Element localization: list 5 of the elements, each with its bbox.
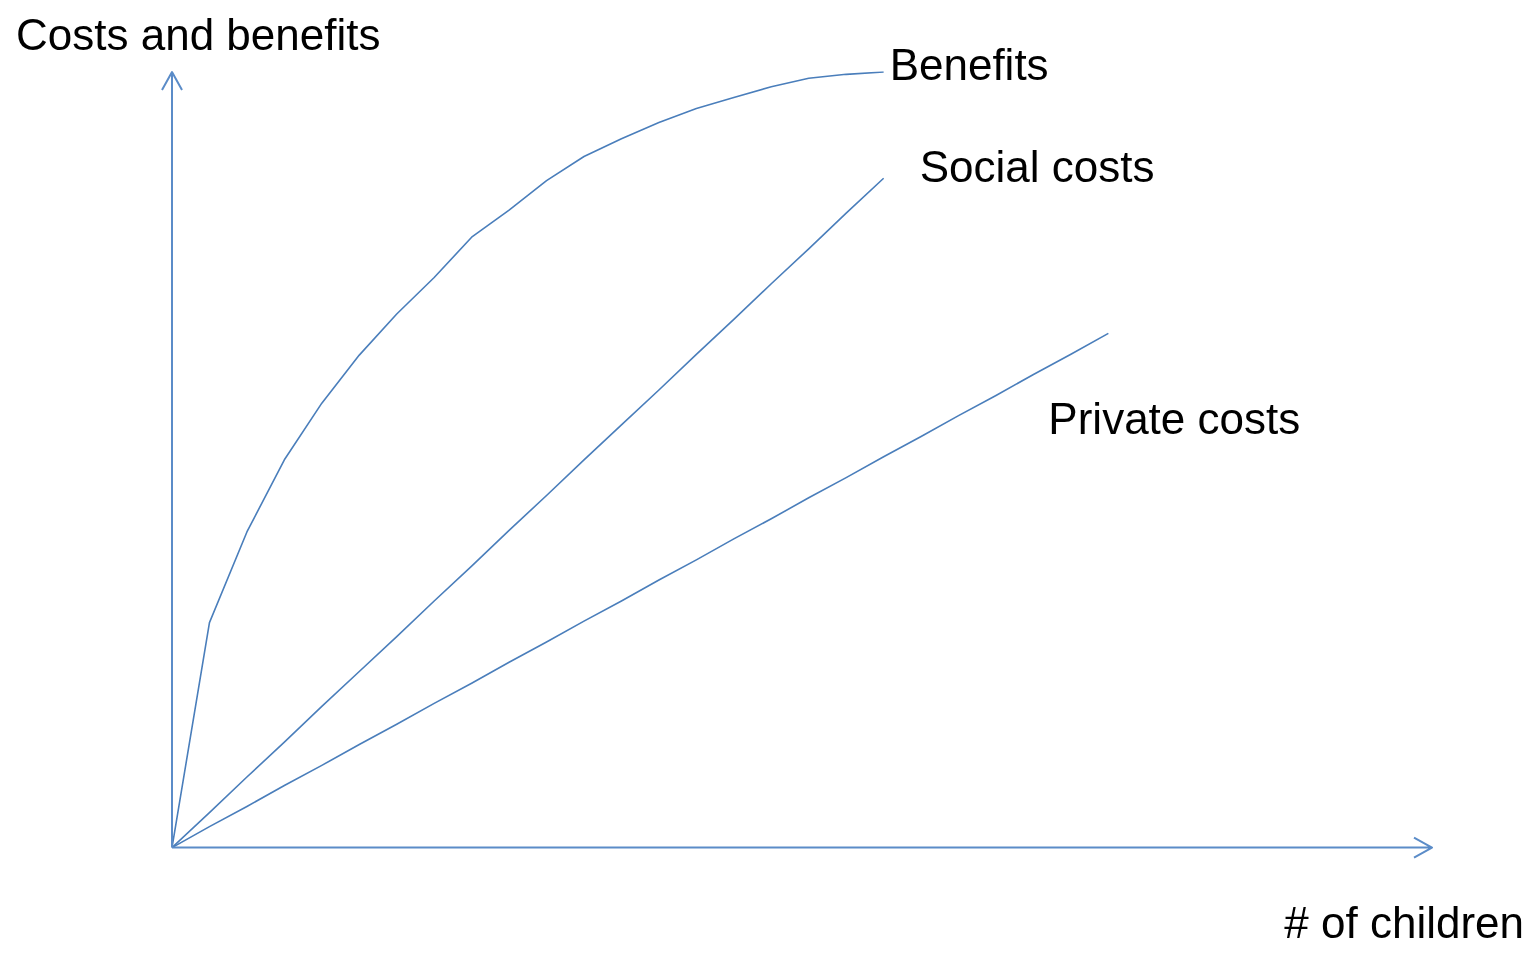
x-axis-title: # of children (1284, 898, 1524, 948)
y-axis-title: Costs and benefits (16, 10, 381, 60)
series-label: Private costs (1048, 393, 1301, 443)
series-label: Social costs (919, 142, 1155, 192)
series-label: Benefits (889, 40, 1049, 90)
